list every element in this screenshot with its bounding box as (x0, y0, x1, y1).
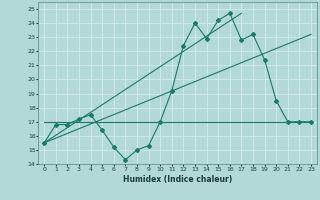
X-axis label: Humidex (Indice chaleur): Humidex (Indice chaleur) (123, 175, 232, 184)
